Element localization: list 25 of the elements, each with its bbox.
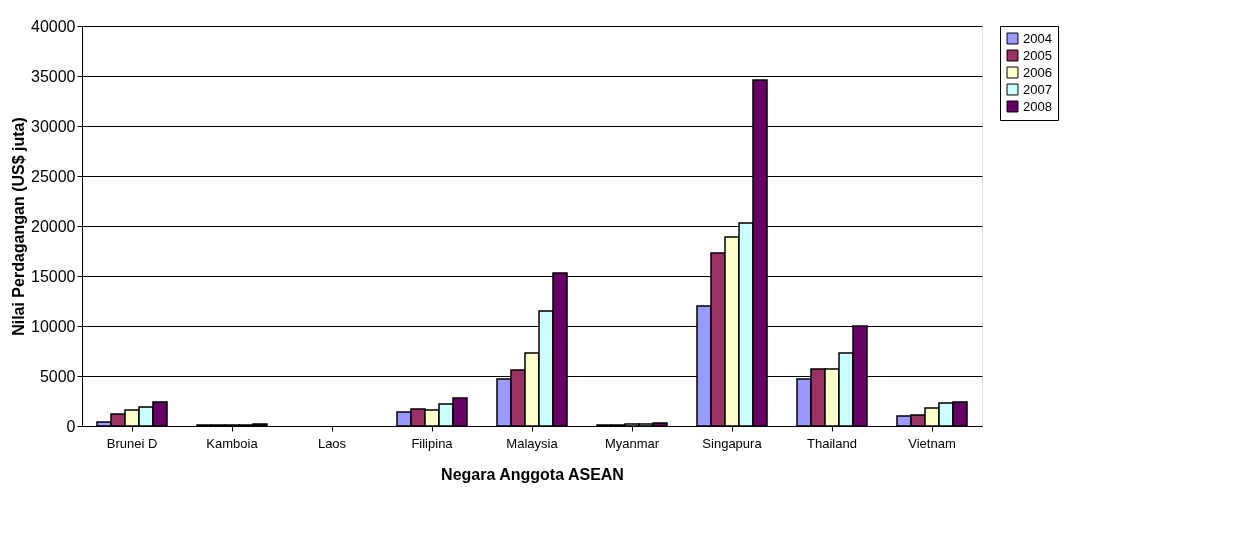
x-tick-label: Kamboia	[206, 435, 259, 451]
y-axis-title: Nilai Perdagangan (US$ juta)	[10, 117, 28, 336]
x-tick-label: Filipina	[411, 435, 454, 451]
y-tick-label: 5000	[39, 367, 76, 385]
y-tick-label: 15000	[31, 267, 76, 285]
x-axis-title: Negara Anggota ASEAN	[441, 465, 624, 483]
x-tick-label: Singapura	[702, 435, 763, 451]
y-tick-label: 0	[66, 417, 76, 435]
legend-label: 2007	[1023, 81, 1052, 97]
x-tick-label: Myanmar	[604, 435, 660, 451]
y-tick-label: 40000	[31, 17, 76, 35]
x-tick-label: Thailand	[807, 435, 857, 451]
legend-label: 2005	[1023, 47, 1052, 63]
x-tick-label: Vietnam	[908, 435, 956, 451]
y-tick-label: 10000	[31, 317, 76, 335]
legend-label: 2006	[1023, 64, 1052, 80]
y-tick-label: 25000	[31, 167, 76, 185]
y-tick-label: 20000	[31, 217, 76, 235]
x-tick-label: Malaysia	[506, 435, 559, 451]
y-tick-label: 35000	[31, 67, 76, 85]
x-tick-label: Laos	[317, 435, 347, 451]
x-tick-label: Brunei D	[106, 435, 158, 451]
legend-label: 2004	[1023, 30, 1052, 46]
y-tick-label: 30000	[31, 117, 76, 135]
legend-label: 2008	[1023, 98, 1052, 114]
